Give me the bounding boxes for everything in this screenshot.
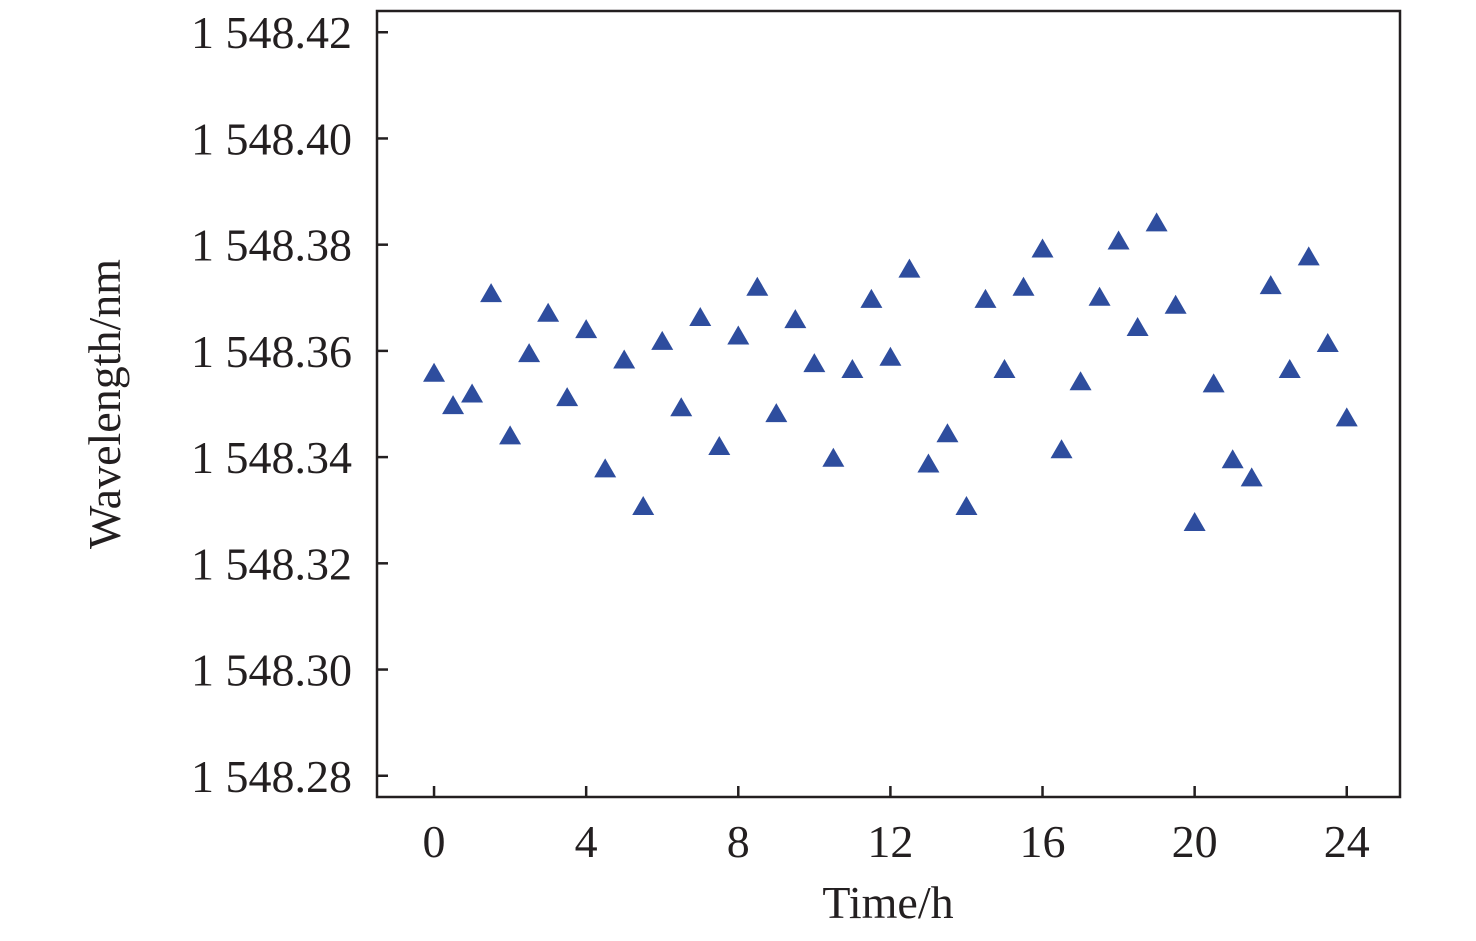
data-point-triangle [1316, 332, 1339, 352]
data-point-triangle [860, 288, 883, 308]
data-point-triangle [1145, 212, 1168, 232]
data-point-triangle [1278, 359, 1301, 379]
data-point-triangle [1240, 467, 1263, 487]
data-point-triangle [556, 387, 579, 407]
data-point-triangle [1069, 371, 1092, 391]
data-point-triangle [974, 288, 997, 308]
data-point-triangle [746, 276, 769, 296]
data-point-triangle [917, 453, 940, 473]
x-tick-label: 16 [1020, 816, 1066, 867]
data-point-triangle [1126, 317, 1149, 337]
data-point-triangle [518, 343, 541, 363]
data-point-triangle [1012, 276, 1035, 296]
data-point-triangle [1088, 286, 1111, 306]
x-tick-label: 12 [867, 816, 913, 867]
data-point-triangle [670, 397, 693, 417]
data-point-triangle [575, 319, 598, 339]
x-axis-ticks: 0 4 8 12 16 20 24 [423, 786, 1370, 867]
data-point-triangle [708, 436, 731, 456]
x-tick-label: 8 [727, 816, 750, 867]
y-tick-label: 1 548.38 [191, 220, 352, 271]
y-tick-label: 1 548.40 [191, 113, 352, 164]
data-point-triangle [1297, 246, 1320, 266]
data-point-triangle [442, 395, 465, 415]
data-point-triangle [651, 330, 674, 350]
data-point-triangle [1335, 407, 1358, 427]
y-tick-label: 1 548.28 [191, 751, 352, 802]
data-point-triangle [822, 447, 845, 467]
data-points [423, 212, 1358, 531]
data-point-triangle [1164, 294, 1187, 314]
data-point-triangle [1221, 449, 1244, 469]
data-point-triangle [765, 403, 788, 423]
data-point-triangle [423, 362, 446, 382]
data-point-triangle [1183, 511, 1206, 531]
data-point-triangle [841, 359, 864, 379]
data-point-triangle [689, 306, 712, 326]
data-point-triangle [1107, 230, 1130, 250]
plot-frame [375, 9, 1402, 799]
y-tick-label: 1 548.42 [191, 7, 352, 58]
data-point-triangle [1050, 439, 1073, 459]
data-point-triangle [594, 458, 617, 478]
y-axis-ticks: 1 548.28 1 548.30 1 548.32 1 548.34 1 548.36… [191, 7, 388, 802]
x-tick-label: 0 [423, 816, 446, 867]
y-tick-label: 1 548.30 [191, 645, 352, 696]
data-point-triangle [784, 309, 807, 329]
data-point-triangle [499, 425, 522, 445]
y-tick-label: 1 548.34 [191, 432, 352, 483]
y-tick-label: 1 548.36 [191, 326, 352, 377]
data-point-triangle [1031, 238, 1054, 258]
data-point-triangle [727, 325, 750, 345]
x-tick-label: 20 [1172, 816, 1218, 867]
y-tick-label: 1 548.32 [191, 538, 352, 589]
data-point-triangle [955, 496, 978, 516]
data-point-triangle [537, 302, 560, 322]
x-axis-title: Time/h [822, 877, 953, 928]
data-point-triangle [632, 496, 655, 516]
data-point-triangle [803, 353, 826, 373]
data-point-triangle [993, 359, 1016, 379]
data-point-triangle [1259, 275, 1282, 295]
y-axis-title: Wavelength/nm [79, 259, 130, 549]
data-point-triangle [898, 258, 921, 278]
x-tick-label: 4 [575, 816, 598, 867]
data-point-triangle [1202, 373, 1225, 393]
x-tick-label: 24 [1324, 816, 1370, 867]
data-point-triangle [879, 346, 902, 366]
data-point-triangle [613, 349, 636, 369]
data-point-triangle [461, 383, 484, 403]
data-point-triangle [936, 423, 959, 443]
data-point-triangle [480, 283, 503, 303]
